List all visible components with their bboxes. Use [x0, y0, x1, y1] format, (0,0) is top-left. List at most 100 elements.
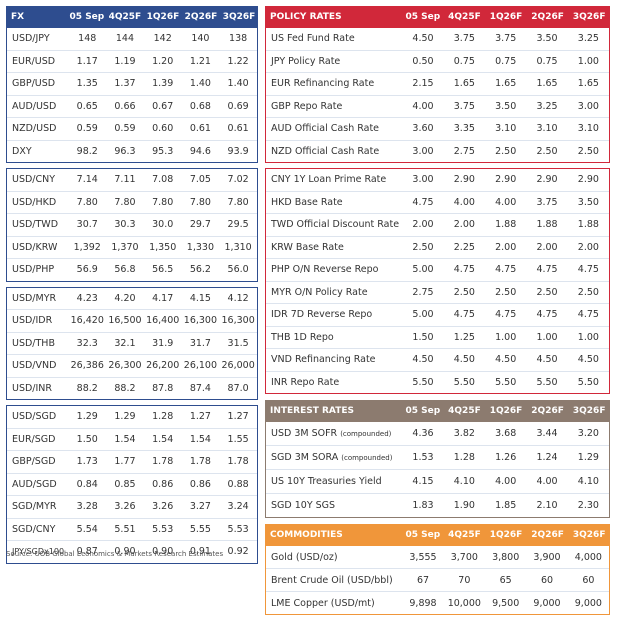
row-value: 4.17	[152, 292, 174, 304]
row-value: 5.50	[536, 376, 558, 388]
row-value: 3.60	[412, 123, 434, 135]
row-label: CNY 1Y Loan Prime Rate	[271, 174, 387, 186]
row-value: 0.75	[536, 55, 558, 67]
row-label: US Fed Fund Rate	[271, 33, 355, 45]
row-value: 7.11	[114, 174, 136, 186]
commodities-header-col: 4Q25F	[448, 529, 481, 540]
interest-section: INTEREST RATES 05 Sep 4Q25F 1Q26F 2Q26F …	[265, 400, 610, 518]
row-value: 4.75	[453, 309, 475, 321]
table-row: DXY 98.2 96.3 95.3 94.6 93.9	[7, 141, 257, 163]
row-value: 95.3	[152, 145, 174, 157]
row-label: USD/HKD	[12, 196, 57, 208]
row-value: 0.86	[189, 478, 211, 490]
row-value: 7.08	[152, 174, 174, 186]
row-value: 1.00	[536, 331, 558, 343]
row-value: 1.88	[536, 219, 558, 231]
row-value: 0.91	[189, 546, 211, 558]
fx-header-col: 1Q26F	[146, 11, 180, 22]
row-value: 0.59	[114, 123, 136, 135]
row-value: 2.90	[453, 174, 475, 186]
row-label: USD/PHP	[12, 264, 55, 276]
row-label: NZD Official Cash Rate	[271, 145, 380, 157]
row-value: 0.75	[453, 55, 475, 67]
row-value: 9,000	[574, 597, 602, 609]
row-value: 1.65	[495, 78, 517, 90]
row-value: 4.75	[536, 309, 558, 321]
fx-table: FX 05 Sep 4Q25F 1Q26F 2Q26F 3Q26F USD/JP…	[6, 6, 258, 569]
row-value: 5.51	[114, 523, 136, 535]
row-value: 1.53	[412, 452, 434, 463]
row-value: 1.26	[495, 452, 517, 463]
row-value: 67	[416, 574, 430, 586]
policy-header-col: 3Q26F	[572, 11, 606, 22]
row-value: 2.50	[495, 286, 517, 298]
row-value: 26,300	[108, 360, 142, 372]
row-label: USD/CNY	[12, 174, 56, 186]
row-value: 1.90	[453, 500, 475, 511]
row-value: 31.7	[189, 337, 211, 349]
row-value: 0.84	[76, 478, 98, 490]
row-value: 26,000	[221, 360, 255, 372]
row-value: 0.69	[227, 100, 249, 112]
policy-header-col: 1Q26F	[489, 11, 523, 22]
row-value: 1.40	[227, 78, 249, 90]
row-value: 2.50	[536, 145, 558, 157]
row-value: 7.80	[152, 196, 174, 208]
table-row: VND Refinancing Rate 4.50 4.50 4.50 4.50 4.50	[266, 349, 609, 372]
row-value: 5.54	[76, 523, 98, 535]
row-label: USD/IDR	[12, 315, 53, 327]
row-value: 0.85	[114, 478, 136, 490]
row-value: 2.00	[412, 219, 434, 231]
commodities-section: COMMODITIES 05 Sep 4Q25F 1Q26F 2Q26F 3Q2…	[265, 524, 610, 615]
table-row: Gold (USD/oz) 3,555 3,700 3,800 3,900 4,000	[266, 546, 609, 569]
row-value: 1.65	[453, 78, 475, 90]
row-label: EUR/USD	[12, 55, 56, 67]
row-value: 4.23	[76, 292, 98, 304]
interest-header-col: 05 Sep	[405, 405, 441, 416]
row-value: 2.50	[412, 241, 434, 253]
row-value: 0.60	[152, 123, 174, 135]
table-row: USD 3M SOFR (compounded) 4.36 3.82 3.68 3.44…	[266, 422, 609, 446]
table-row: HKD Base Rate 4.75 4.00 4.00 3.75 3.50	[266, 192, 609, 214]
row-value: 1.00	[577, 55, 599, 67]
row-value: 2.15	[412, 78, 434, 90]
commodities-header-col: 05 Sep	[405, 529, 441, 540]
commodities-header-col: 3Q26F	[572, 529, 606, 540]
table-row: USD/MYR 4.23 4.20 4.17 4.15 4.12	[7, 288, 257, 310]
row-value: 4.00	[495, 196, 517, 208]
row-value: 1.17	[76, 55, 98, 67]
row-value: 7.02	[227, 174, 249, 186]
fx-header-col: 3Q26F	[222, 11, 256, 22]
row-value: 3.75	[495, 33, 517, 45]
table-row: GBP/SGD 1.73 1.77 1.78 1.78 1.78	[7, 451, 257, 474]
table-row: IDR 7D Reverse Repo 5.00 4.75 4.75 4.75 4.75	[266, 304, 609, 327]
row-value: 3.10	[495, 123, 517, 135]
row-value: 1.54	[152, 433, 174, 445]
table-row: AUD/USD 0.65 0.66 0.67 0.68 0.69	[7, 96, 257, 118]
row-value: 3,700	[450, 551, 478, 563]
row-value: 2.50	[577, 145, 599, 157]
row-value: 88.2	[114, 382, 136, 394]
interest-header-col: 3Q26F	[572, 405, 606, 416]
row-value: 1,370	[111, 241, 139, 253]
row-value: 1.29	[76, 411, 98, 423]
table-row: SGD 10Y SGS 1.83 1.90 1.85 2.10 2.30	[266, 494, 609, 517]
table-row: USD/SGD 1.29 1.29 1.28 1.27 1.27	[7, 406, 257, 429]
row-value: 1.40	[189, 78, 211, 90]
row-label: USD/VND	[12, 360, 57, 372]
row-label: USD/INR	[12, 382, 53, 394]
row-value: 1.28	[453, 452, 475, 463]
table-row: MYR O/N Policy Rate 2.75 2.50 2.50 2.50 2.50	[266, 282, 609, 304]
row-label: GBP/USD	[12, 78, 56, 90]
row-value: 1.37	[114, 78, 136, 90]
row-label: LME Copper (USD/mt)	[271, 597, 375, 609]
row-value: 1.55	[227, 433, 249, 445]
row-value: 0.59	[76, 123, 98, 135]
row-value: 1.77	[114, 456, 136, 468]
row-value: 31.5	[227, 337, 249, 349]
row-value: 3.00	[577, 100, 599, 112]
row-value: 87.8	[152, 382, 174, 394]
row-value: 1.78	[152, 456, 174, 468]
row-value: 16,420	[70, 315, 104, 327]
row-value: 4.75	[536, 264, 558, 276]
